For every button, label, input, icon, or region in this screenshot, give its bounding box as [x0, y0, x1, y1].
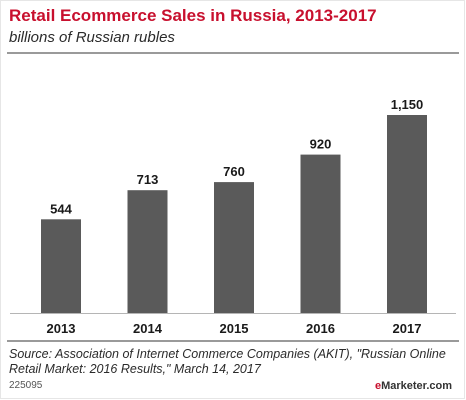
chart-id: 225095 [9, 380, 43, 391]
bar-2016 [300, 154, 341, 313]
data-label-2015: 760 [223, 164, 245, 179]
bar-2014 [127, 190, 168, 313]
data-label-2013: 544 [50, 201, 72, 216]
x-tick-label-2013: 2013 [47, 321, 76, 336]
data-label-2017: 1,150 [391, 97, 424, 112]
brand-logo-e: e [374, 380, 382, 392]
chart-title: Retail Ecommerce Sales in Russia, 2013-2… [9, 6, 377, 25]
x-tick-label-2015: 2015 [220, 321, 249, 336]
x-tick-label-2016: 2016 [306, 321, 335, 336]
data-label-2014: 713 [137, 172, 159, 187]
bottom-divider [7, 340, 459, 342]
brand-logo: eMarketer.com [375, 380, 452, 392]
bar-2017 [387, 115, 427, 313]
data-label-2016: 920 [310, 137, 332, 152]
bar-2013 [41, 219, 81, 313]
top-divider [7, 52, 459, 54]
chart-subtitle: billions of Russian rubles [9, 29, 175, 46]
x-tick-label-2014: 2014 [133, 321, 163, 336]
bar-2015 [214, 182, 254, 313]
source-note: Source: Association of Internet Commerce… [9, 347, 446, 376]
x-tick-label-2017: 2017 [393, 321, 422, 336]
brand-logo-text: Marketer.com [381, 380, 452, 392]
